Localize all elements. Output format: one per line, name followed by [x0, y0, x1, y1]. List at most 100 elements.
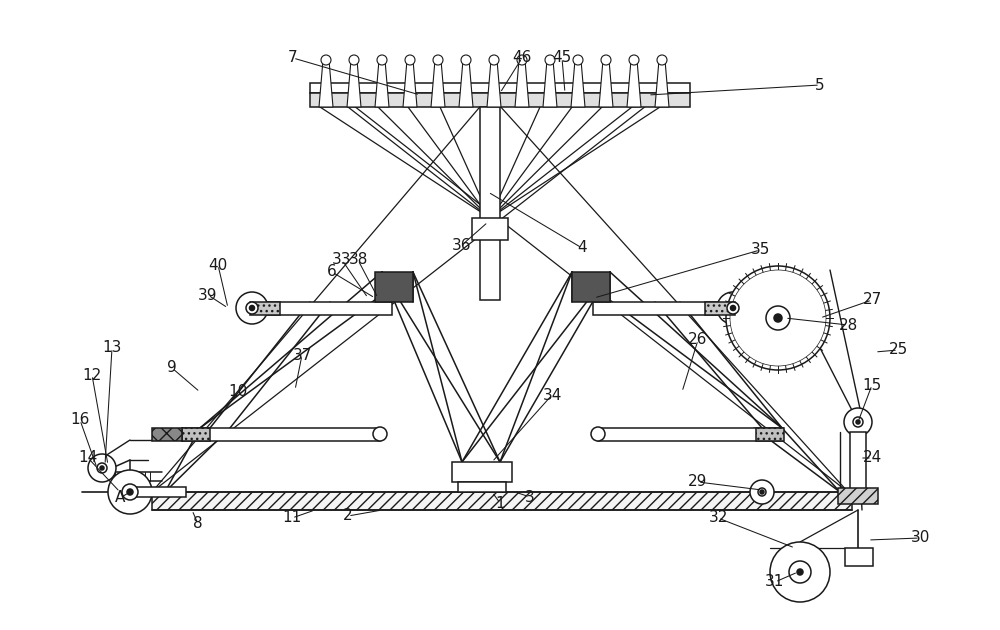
Polygon shape	[403, 60, 417, 107]
Polygon shape	[347, 60, 361, 107]
Bar	[838, 488, 878, 504]
Text: 26: 26	[688, 333, 708, 348]
Bar	[480, 222, 500, 300]
Text: 30: 30	[910, 530, 930, 546]
Circle shape	[433, 55, 443, 65]
Circle shape	[797, 569, 803, 575]
Circle shape	[236, 292, 268, 324]
Text: 14: 14	[78, 450, 98, 466]
Bar	[598, 428, 783, 441]
Text: 11: 11	[282, 510, 302, 525]
Bar	[850, 432, 866, 492]
Polygon shape	[459, 60, 473, 107]
Text: 4: 4	[577, 241, 587, 256]
Circle shape	[573, 55, 583, 65]
Bar	[250, 302, 392, 315]
Circle shape	[844, 408, 872, 436]
Text: 31: 31	[765, 575, 785, 590]
Text: 33: 33	[332, 253, 352, 268]
Polygon shape	[375, 60, 389, 107]
Circle shape	[629, 55, 639, 65]
Text: 46: 46	[512, 50, 532, 66]
Text: 39: 39	[198, 287, 218, 302]
Text: 37: 37	[292, 348, 312, 362]
Circle shape	[373, 427, 387, 441]
Bar	[130, 487, 186, 497]
Polygon shape	[543, 60, 557, 107]
Bar	[705, 302, 735, 315]
Polygon shape	[319, 60, 333, 107]
Text: 24: 24	[862, 450, 882, 466]
Text: 2: 2	[343, 508, 353, 524]
Circle shape	[246, 302, 258, 314]
Circle shape	[789, 561, 811, 583]
Bar	[182, 428, 210, 441]
Bar	[572, 272, 610, 302]
Circle shape	[108, 470, 152, 514]
Circle shape	[774, 314, 782, 322]
Circle shape	[856, 420, 860, 424]
Circle shape	[591, 427, 605, 441]
Bar	[250, 302, 280, 315]
Text: 10: 10	[228, 384, 248, 399]
Text: 27: 27	[862, 292, 882, 307]
Bar	[152, 428, 182, 441]
Circle shape	[770, 542, 830, 602]
Polygon shape	[487, 60, 501, 107]
Bar	[152, 492, 852, 510]
Text: 7: 7	[288, 50, 298, 66]
Circle shape	[88, 454, 116, 482]
Circle shape	[321, 55, 331, 65]
Text: 45: 45	[552, 50, 572, 66]
Circle shape	[730, 306, 736, 311]
Polygon shape	[515, 60, 529, 107]
Text: 15: 15	[862, 377, 882, 392]
Text: 5: 5	[815, 77, 825, 93]
Text: 12: 12	[82, 367, 102, 382]
Circle shape	[97, 463, 107, 473]
Circle shape	[758, 488, 766, 496]
Polygon shape	[571, 60, 585, 107]
Circle shape	[517, 55, 527, 65]
Polygon shape	[599, 60, 613, 107]
Bar	[593, 302, 735, 315]
Text: 8: 8	[193, 517, 203, 532]
Text: A: A	[115, 491, 125, 505]
Circle shape	[727, 302, 739, 314]
Circle shape	[405, 55, 415, 65]
Bar	[182, 428, 380, 441]
Polygon shape	[627, 60, 641, 107]
Text: 29: 29	[688, 474, 708, 490]
Text: 32: 32	[708, 510, 728, 525]
Circle shape	[250, 306, 254, 311]
Text: 34: 34	[542, 387, 562, 403]
Text: 35: 35	[750, 243, 770, 258]
Text: 38: 38	[348, 253, 368, 268]
Bar	[458, 482, 506, 492]
Bar	[472, 218, 508, 240]
Polygon shape	[655, 60, 669, 107]
Text: 3: 3	[525, 490, 535, 505]
Bar	[480, 107, 500, 222]
Circle shape	[100, 466, 104, 470]
Circle shape	[750, 480, 774, 504]
Text: 6: 6	[327, 265, 337, 280]
Circle shape	[726, 266, 830, 370]
Bar	[310, 83, 690, 93]
Circle shape	[657, 55, 667, 65]
Text: 40: 40	[208, 258, 228, 273]
Bar	[845, 548, 873, 566]
Circle shape	[461, 55, 471, 65]
Circle shape	[601, 55, 611, 65]
Text: 16: 16	[70, 413, 90, 428]
Text: 13: 13	[102, 340, 122, 355]
Circle shape	[766, 306, 790, 330]
Bar	[452, 462, 512, 482]
Circle shape	[760, 490, 764, 494]
Text: 9: 9	[167, 360, 177, 375]
Circle shape	[377, 55, 387, 65]
Bar	[310, 93, 690, 107]
Bar	[375, 272, 413, 302]
Circle shape	[349, 55, 359, 65]
Circle shape	[122, 484, 138, 500]
